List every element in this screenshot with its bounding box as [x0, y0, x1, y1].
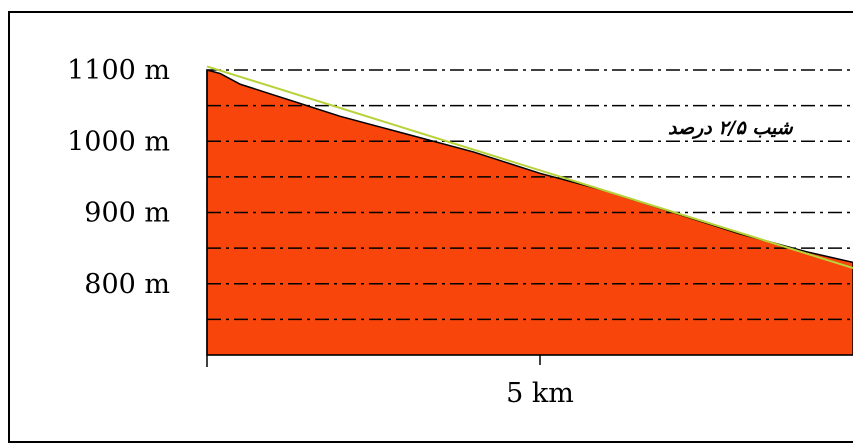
x-tick-label: 5 km [506, 378, 574, 409]
y-tick-label: 900 m [84, 198, 170, 229]
slope-line-series [206, 65, 853, 270]
y-tick-labels: 1100 m 1000 m 900 m 800 m [67, 55, 170, 300]
y-tick-label: 1000 m [67, 126, 170, 157]
slope-line-layer [206, 65, 853, 270]
y-tick-label: 1100 m [67, 55, 170, 86]
terrain-area-series [206, 69, 853, 356]
terrain-area-layer [206, 69, 853, 356]
slope-annotation: شیب ۲/۵ درصد [668, 117, 794, 139]
y-tick-label: 800 m [84, 269, 170, 300]
axes [206, 70, 853, 367]
x-tick-labels: 5 km [506, 355, 574, 409]
